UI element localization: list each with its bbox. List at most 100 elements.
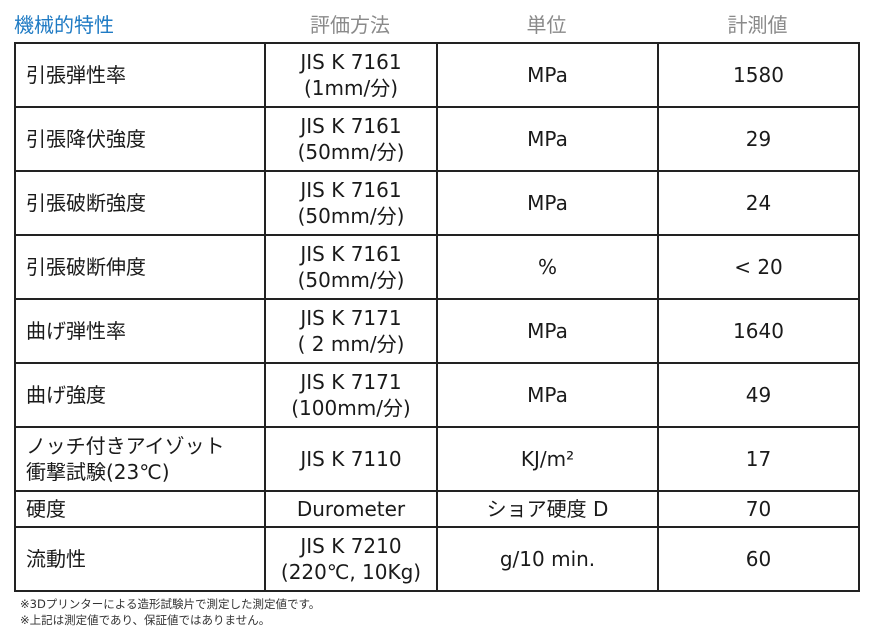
table-cell: 流動性 <box>14 526 266 592</box>
table-cell: 49 <box>657 362 860 428</box>
properties-table: 引張弾性率 JIS K 7161 (1mm/分) MPa 1580 引張降伏強度 JIS K… <box>14 42 860 592</box>
cell-text: JIS K 7110 <box>300 447 402 471</box>
cell-text: 引張破断強度 <box>26 191 146 215</box>
table-header: 機械的特性 評価方法 単位 計測値 <box>14 8 858 42</box>
cell-text: 引張弾性率 <box>26 63 126 87</box>
note: ※3Dプリンターによる造形試験片で測定した測定値です。 <box>20 597 321 611</box>
table-cell: 曲げ強度 <box>14 362 266 428</box>
table-row: 曲げ弾性率 JIS K 7171( 2 mm/分) MPa 1640 <box>14 298 860 364</box>
cell-text: ( 2 mm/分) <box>297 332 405 356</box>
cell-text: JIS K 7161 <box>300 242 402 266</box>
cell-text: % <box>537 255 557 279</box>
cell-text: JIS K 7161 <box>300 178 402 202</box>
table-cell: JIS K 7161 (50mm/分) <box>264 106 438 172</box>
table-cell: MPa <box>436 170 659 236</box>
cell-text: KJ/m² <box>520 447 575 471</box>
cell-text: JIS K 7161 <box>300 114 402 138</box>
table-cell: 17 <box>657 426 860 492</box>
table-cell: Durometer <box>264 490 438 528</box>
table-cell: 引張破断強度 <box>14 170 266 236</box>
cell-text: 衝撃試験(23℃) <box>26 460 170 484</box>
table-cell: 24 <box>657 170 860 236</box>
cell-text: ショア硬度 D <box>486 497 609 521</box>
note: ※上記は測定値であり、保証値ではありません。 <box>20 613 271 627</box>
cell-text: MPa <box>527 127 568 151</box>
notes: ※3Dプリンターによる造形試験片で測定した測定値です。 ※上記は測定値であり、保証… <box>20 596 320 628</box>
column-header: 評価方法 <box>310 13 390 37</box>
cell-text: 硬度 <box>26 497 66 521</box>
cell-text: 29 <box>745 127 772 151</box>
cell-text: (1mm/分) <box>303 76 399 100</box>
cell-text: Durometer <box>296 497 406 521</box>
table-cell: JIS K 7110 <box>264 426 438 492</box>
table-cell: 29 <box>657 106 860 172</box>
table-cell: JIS K 7210 (220℃, 10Kg) <box>264 526 438 592</box>
table-cell: JIS K 7161 (50mm/分) <box>264 234 438 300</box>
table-cell: JIS K 7161 (1mm/分) <box>264 42 438 108</box>
table-row: ノッチ付きアイゾット 衝撃試験(23℃) JIS K 7110 KJ/m² 17 <box>14 426 860 492</box>
cell-text: 引張破断伸度 <box>26 255 146 279</box>
cell-text: JIS K 7210 <box>300 534 402 558</box>
table-cell: JIS K 7171( 2 mm/分) <box>264 298 438 364</box>
table-row: 曲げ強度 JIS K 7171 (100mm/分) MPa 49 <box>14 362 860 428</box>
column-header: 計測値 <box>727 13 788 37</box>
cell-text: JIS K 7161 <box>300 50 402 74</box>
table-cell: 1580 <box>657 42 860 108</box>
cell-text: 17 <box>745 447 772 471</box>
table-cell: 60 <box>657 526 860 592</box>
cell-text: 24 <box>745 191 772 215</box>
cell-text: 引張降伏強度 <box>26 127 146 151</box>
cell-text: 流動性 <box>26 547 86 571</box>
cell-text: 1640 <box>733 319 784 343</box>
table-row: 流動性 JIS K 7210 (220℃, 10Kg) g/10 min. 60 <box>14 526 860 592</box>
cell-text: (50mm/分) <box>297 140 405 164</box>
cell-text: 曲げ強度 <box>26 383 106 407</box>
cell-text: g/10 min. <box>499 547 596 571</box>
table-cell: JIS K 7161 (50mm/分) <box>264 170 438 236</box>
table-cell: MPa <box>436 298 659 364</box>
cell-text: 70 <box>745 497 772 521</box>
table-cell: 1640 <box>657 298 860 364</box>
table-cell: ショア硬度 D <box>436 490 659 528</box>
cell-text: JIS K 7171 <box>300 306 402 330</box>
table-row: 引張破断強度 JIS K 7161 (50mm/分) MPa 24 <box>14 170 860 236</box>
table-cell: ノッチ付きアイゾット 衝撃試験(23℃) <box>14 426 266 492</box>
table-row: 引張降伏強度 JIS K 7161 (50mm/分) MPa 29 <box>14 106 860 172</box>
cell-text: 曲げ弾性率 <box>26 319 126 343</box>
cell-text: MPa <box>527 383 568 407</box>
cell-text: 1580 <box>733 63 784 87</box>
cell-text: MPa <box>527 191 568 215</box>
table-cell: 70 <box>657 490 860 528</box>
table-row: 硬度 Durometer ショア硬度 D 70 <box>14 490 860 528</box>
cell-text: MPa <box>527 319 568 343</box>
table-cell: 引張破断伸度 <box>14 234 266 300</box>
cell-text: MPa <box>527 63 568 87</box>
cell-text: 49 <box>745 383 772 407</box>
table-cell: % <box>436 234 659 300</box>
table-cell: 曲げ弾性率 <box>14 298 266 364</box>
cell-text: (100mm/分) <box>291 396 411 420</box>
table-cell: MPa <box>436 106 659 172</box>
table-cell: 硬度 <box>14 490 266 528</box>
cell-text: ノッチ付きアイゾット <box>26 434 225 458</box>
cell-text: JIS K 7171 <box>300 370 402 394</box>
cell-text: (50mm/分) <box>297 204 405 228</box>
table-cell: MPa <box>436 42 659 108</box>
cell-text: 60 <box>745 547 772 571</box>
table-cell: JIS K 7171 (100mm/分) <box>264 362 438 428</box>
table-cell: g/10 min. <box>436 526 659 592</box>
table-cell: 引張降伏強度 <box>14 106 266 172</box>
column-header: 機械的特性 <box>14 13 114 37</box>
table-cell: KJ/m² <box>436 426 659 492</box>
column-header: 単位 <box>526 13 567 37</box>
table-row: 引張破断伸度 JIS K 7161 (50mm/分)% < 20 <box>14 234 860 300</box>
cell-text: (50mm/分) <box>297 268 405 292</box>
table-row: 引張弾性率 JIS K 7161 (1mm/分) MPa 1580 <box>14 42 860 108</box>
cell-text: < 20 <box>734 255 783 279</box>
cell-text: (220℃, 10Kg) <box>280 560 422 584</box>
table-cell: MPa <box>436 362 659 428</box>
table-cell: < 20 <box>657 234 860 300</box>
table-cell: 引張弾性率 <box>14 42 266 108</box>
